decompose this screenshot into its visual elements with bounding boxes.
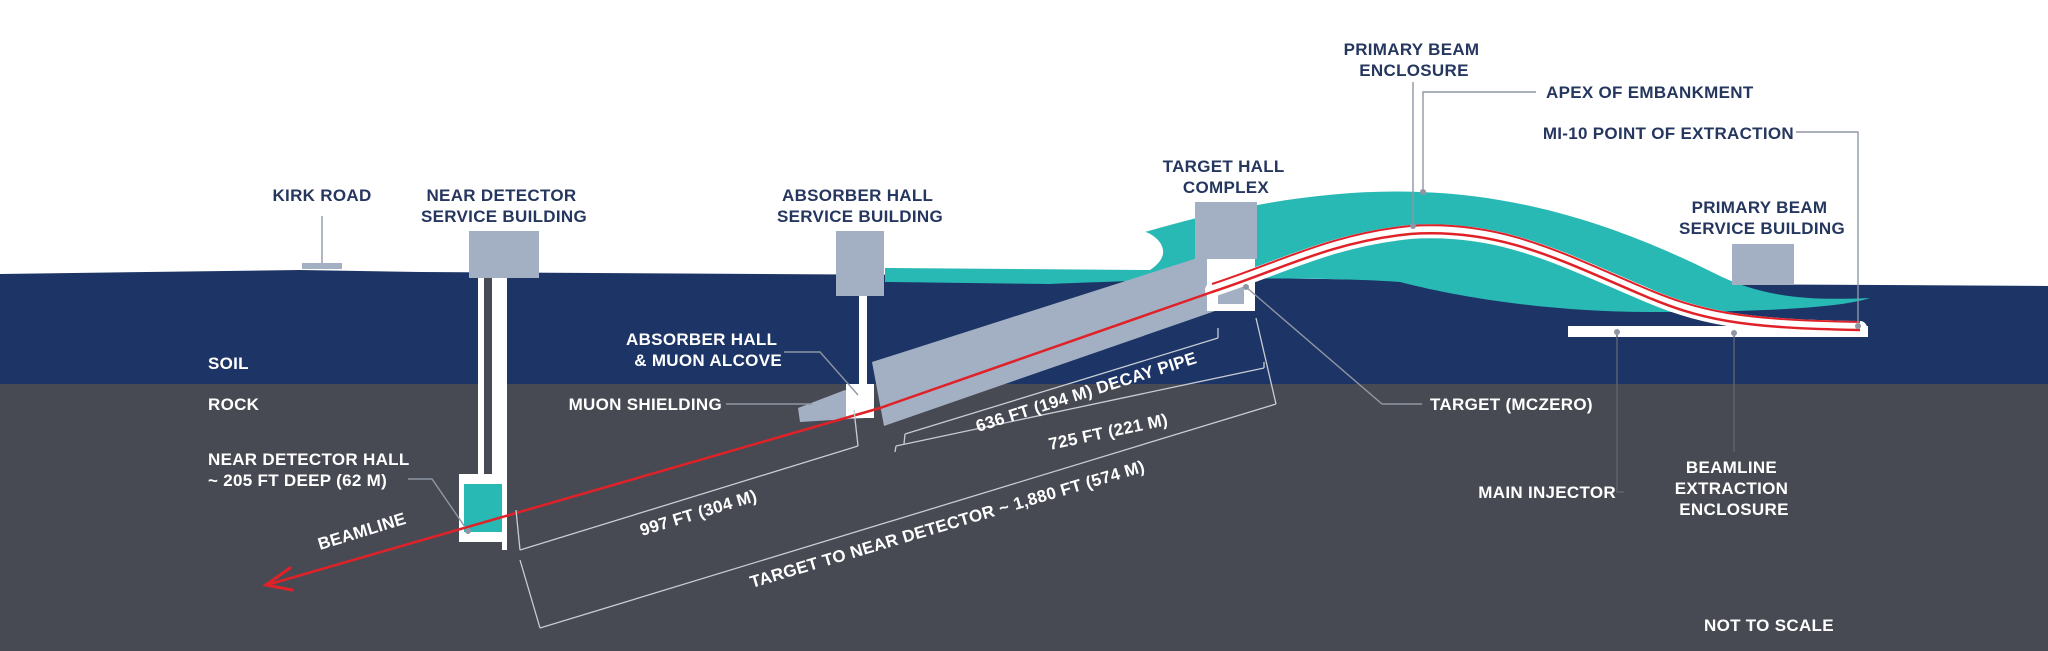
rock-layer: [0, 384, 2048, 651]
dim-absorber-near: [515, 409, 859, 551]
absorber-hall-shaft: [859, 296, 867, 414]
apex-leader: [1422, 91, 1536, 192]
primary-beam-enclosure: [1205, 224, 1867, 335]
mi10-dot: [1855, 323, 1861, 329]
main-injector-label: MAIN INJECTOR: [1478, 483, 1616, 502]
absorber-hall-service-building-label: ABSORBER HALL SERVICE BUILDING: [777, 186, 943, 226]
mi10-point-of-extraction-label: MI-10 POINT OF EXTRACTION: [1543, 124, 1794, 143]
target-hall-complex-label: TARGET HALL COMPLEX: [1163, 157, 1290, 197]
primary-beam-enclosure-label: PRIMARY BEAM ENCLOSURE: [1344, 40, 1485, 80]
target-dot: [1243, 284, 1249, 290]
near-detector-hall-label: NEAR DETECTOR HALL ~ 205 FT DEEP (62 M): [208, 450, 414, 490]
not-to-scale-label: NOT TO SCALE: [1704, 616, 1834, 635]
primary-beam-service-building: [1732, 244, 1794, 285]
primary-beam-enclosure-beam-upper: [1211, 224, 1861, 323]
soil-label: SOIL: [208, 354, 249, 373]
kirk-road-marker: [302, 263, 342, 269]
beam-arrowhead: [262, 566, 294, 592]
primary-beam-enclosure-dot: [1410, 223, 1416, 229]
main-injector-dot: [1614, 329, 1620, 335]
apex-dot: [1420, 189, 1426, 195]
absorber-alcove-leader: [784, 351, 859, 396]
near-detector-hall: [464, 484, 502, 532]
main-injector: [1568, 326, 1868, 337]
near-detector-hall-leader: [408, 478, 466, 528]
kirk-road-label: KIRK ROAD: [272, 186, 371, 205]
near-detector-service-building-label: NEAR DETECTOR SERVICE BUILDING: [421, 186, 587, 226]
near-detector-hall-pillar: [502, 278, 507, 550]
absorber-hall-muon-alcove-label: ABSORBER HALL & MUON ALCOVE: [626, 330, 782, 370]
near-detector-hall-dot: [465, 528, 471, 534]
near-detector-shaft-inner: [484, 278, 492, 540]
target-hall-complex-building: [1195, 202, 1257, 259]
near-detector-service-building: [469, 231, 539, 278]
target-leader: [1245, 286, 1422, 405]
dim-decay-pipe: [903, 328, 1219, 445]
target-mczero-label: TARGET (MCZERO): [1430, 395, 1593, 414]
primary-beam-service-building-label: PRIMARY BEAM SERVICE BUILDING: [1679, 198, 1845, 238]
beamline-path: [269, 232, 1861, 586]
decay-pipe: [872, 254, 1218, 426]
mi10-leader: [1796, 131, 1859, 326]
extraction-enclosure-dot: [1731, 330, 1737, 336]
dim-target-absorber: [894, 362, 1265, 453]
apex-of-embankment-label: APEX OF EMBANKMENT: [1546, 83, 1754, 102]
main-injector-leader: [1616, 332, 1624, 493]
absorber-hall-service-building: [836, 231, 884, 296]
dim-target-near: [519, 317, 1277, 629]
muon-shielding-label: MUON SHIELDING: [569, 395, 722, 414]
beamline-extraction-enclosure-label: BEAMLINE EXTRACTION ENCLOSURE: [1675, 458, 1794, 519]
rock-label: ROCK: [208, 395, 260, 414]
